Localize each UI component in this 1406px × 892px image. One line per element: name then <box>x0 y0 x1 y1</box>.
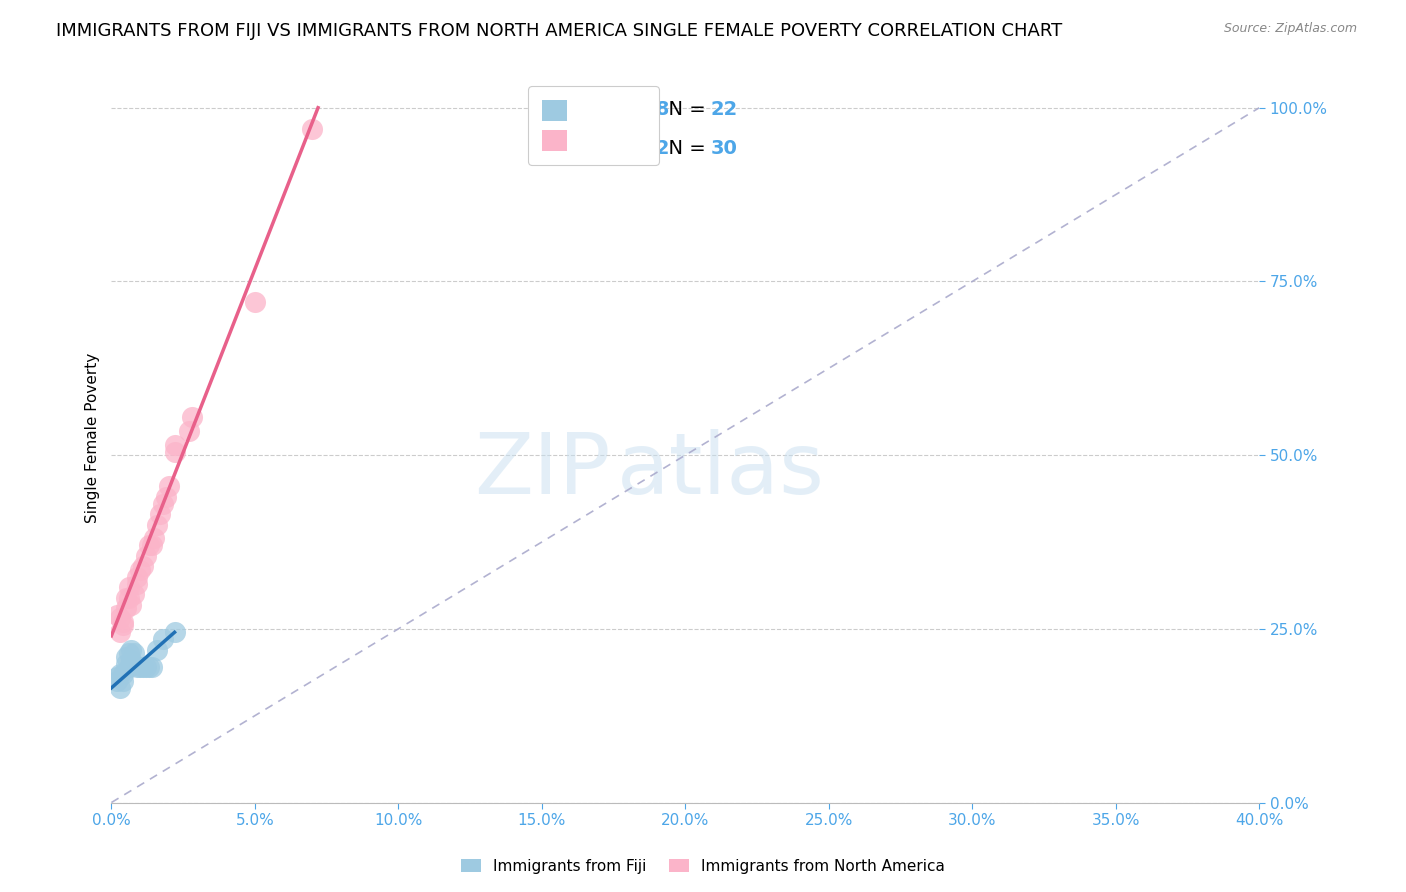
Point <box>141 538 163 552</box>
Point <box>155 490 177 504</box>
Point <box>105 607 128 622</box>
Point <box>138 660 160 674</box>
Y-axis label: Single Female Poverty: Single Female Poverty <box>86 352 100 523</box>
Point <box>124 587 146 601</box>
Point <box>163 625 186 640</box>
Legend:           ,           : , <box>529 87 659 165</box>
Point <box>127 570 149 584</box>
Point <box>111 673 134 688</box>
Legend: Immigrants from Fiji, Immigrants from North America: Immigrants from Fiji, Immigrants from No… <box>454 853 952 880</box>
Point <box>132 559 155 574</box>
Point <box>138 538 160 552</box>
Point <box>121 653 143 667</box>
Point <box>129 563 152 577</box>
Text: 0.752: 0.752 <box>609 138 671 158</box>
Point <box>129 660 152 674</box>
Text: 22: 22 <box>710 100 738 119</box>
Point <box>114 649 136 664</box>
Point <box>114 601 136 615</box>
Point <box>163 444 186 458</box>
Text: 0.398: 0.398 <box>609 100 669 119</box>
Point <box>152 497 174 511</box>
Point <box>105 673 128 688</box>
Point <box>114 657 136 671</box>
Point <box>243 295 266 310</box>
Point <box>163 438 186 452</box>
Point <box>121 642 143 657</box>
Point <box>149 507 172 521</box>
Point <box>108 625 131 640</box>
Point <box>117 580 139 594</box>
Text: N =: N = <box>655 100 711 119</box>
Point <box>111 667 134 681</box>
Text: atlas: atlas <box>616 429 824 512</box>
Text: N =: N = <box>655 138 711 158</box>
Point <box>146 642 169 657</box>
Point <box>108 667 131 681</box>
Point <box>108 681 131 695</box>
Text: R =: R = <box>567 100 609 119</box>
Point <box>301 121 323 136</box>
Point <box>135 660 157 674</box>
Point <box>124 646 146 660</box>
Text: R =: R = <box>567 138 609 158</box>
Point <box>111 615 134 629</box>
Point <box>117 591 139 605</box>
Point <box>152 632 174 647</box>
Point <box>135 549 157 563</box>
Point <box>111 618 134 632</box>
Point <box>146 517 169 532</box>
Text: ZIP: ZIP <box>474 429 610 512</box>
Point <box>132 660 155 674</box>
Point <box>117 646 139 660</box>
Point <box>117 660 139 674</box>
Point <box>141 660 163 674</box>
Point <box>114 591 136 605</box>
Point <box>177 424 200 438</box>
Point <box>127 660 149 674</box>
Text: Source: ZipAtlas.com: Source: ZipAtlas.com <box>1223 22 1357 36</box>
Point <box>108 611 131 625</box>
Text: 30: 30 <box>710 138 738 158</box>
Point <box>105 670 128 684</box>
Point <box>121 598 143 612</box>
Point <box>157 479 180 493</box>
Point <box>127 576 149 591</box>
Point <box>143 532 166 546</box>
Point <box>180 409 202 424</box>
Text: IMMIGRANTS FROM FIJI VS IMMIGRANTS FROM NORTH AMERICA SINGLE FEMALE POVERTY CORR: IMMIGRANTS FROM FIJI VS IMMIGRANTS FROM … <box>56 22 1063 40</box>
